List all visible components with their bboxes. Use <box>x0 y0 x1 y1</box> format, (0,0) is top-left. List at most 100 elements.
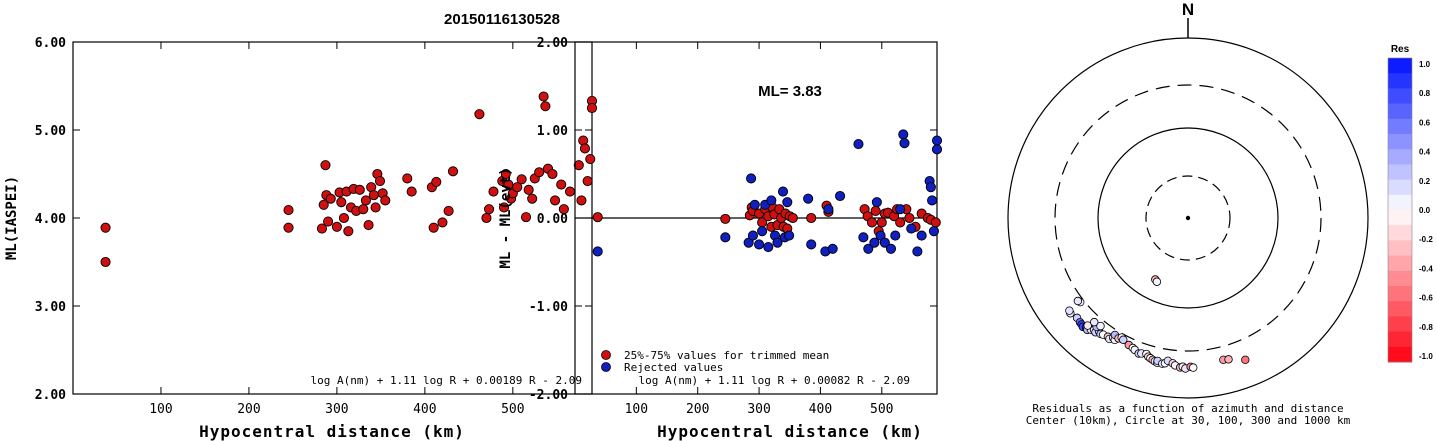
data-point <box>558 204 569 215</box>
legend-marker-kept <box>601 350 611 360</box>
data-point <box>931 144 943 155</box>
station-point <box>1083 321 1092 330</box>
data-point <box>370 202 381 213</box>
data-point <box>512 182 523 193</box>
data-point <box>835 190 846 202</box>
station-point <box>1152 277 1162 286</box>
colorbar-tick-label: -0.8 <box>1419 323 1433 332</box>
data-point <box>879 237 890 248</box>
data-point <box>360 195 371 206</box>
data-point <box>316 223 327 234</box>
colorbar-tick-label: -0.2 <box>1419 235 1433 244</box>
legend-label-rejected: Rejected values <box>624 361 723 374</box>
caption-line-1: Residuals as a function of azimuth and d… <box>1032 402 1343 415</box>
caption-line-2: Center (10km), Circle at 30, 100, 300 an… <box>1026 414 1351 427</box>
x-tick-label: 100 <box>149 402 172 417</box>
data-point <box>547 168 558 180</box>
data-point <box>870 205 881 217</box>
data-point <box>863 243 874 254</box>
data-point <box>406 186 417 197</box>
station-point <box>1241 355 1250 365</box>
data-point <box>899 138 910 149</box>
data-point <box>757 226 768 237</box>
data-point <box>592 212 603 223</box>
data-point <box>283 222 294 233</box>
residual-colorbar: Res 1.0 0.8 0.6 0.4 0.2 0.0 -0.2 -0.4 -0.6 -0.8 -1… <box>1387 44 1433 363</box>
data-point <box>564 186 576 197</box>
colorbar-tick-label: 0.2 <box>1419 177 1431 186</box>
data-point <box>579 143 591 154</box>
x-tick-labels: 100 200 300 400 500 <box>625 42 894 417</box>
data-point <box>930 217 941 228</box>
data-point <box>550 195 561 206</box>
colorbar-cell <box>1388 103 1412 120</box>
station-points <box>1065 275 1250 373</box>
data-point <box>772 237 783 248</box>
data-point <box>443 205 454 217</box>
data-point <box>498 202 510 213</box>
station-point <box>1096 321 1105 331</box>
data-point <box>925 182 936 193</box>
y-tick-label: 0.00 <box>537 212 568 227</box>
data-point <box>516 174 527 185</box>
data-point <box>320 160 331 171</box>
colorbar-tick-label: 1.0 <box>1419 60 1431 69</box>
azimuth-distance-plot: N Residuals as a function of azimuth and… <box>1007 0 1369 427</box>
colorbar-frame <box>1387 57 1413 363</box>
data-point <box>325 193 336 204</box>
colorbar-cell <box>1388 270 1412 287</box>
north-label: N <box>1182 0 1194 19</box>
y-tick-labels: 2.00 3.00 4.00 5.00 6.00 <box>35 36 592 403</box>
data-point <box>523 184 534 195</box>
x-tick-label: 100 <box>625 402 648 417</box>
station-point <box>1090 317 1099 327</box>
legend-marker-rejected <box>601 362 611 372</box>
station-point <box>1065 306 1074 315</box>
data-point <box>481 212 492 224</box>
colorbar-cell <box>1388 118 1412 135</box>
data-point <box>363 219 374 231</box>
colorbar-cell <box>1388 164 1412 181</box>
y-tick-label: -2.00 <box>529 388 568 403</box>
data-point <box>500 168 511 180</box>
data-point <box>428 222 439 233</box>
colorbar-tick-label: 0.6 <box>1419 118 1431 127</box>
x-tick-label: 400 <box>809 402 832 417</box>
data-point <box>331 221 342 232</box>
data-point <box>488 186 499 197</box>
data-point <box>827 243 838 254</box>
data-point <box>447 166 459 177</box>
station-point <box>1073 296 1083 306</box>
data-point <box>100 222 111 233</box>
data-point <box>763 241 774 253</box>
data-point <box>746 173 757 184</box>
x-tick-label: 400 <box>413 402 436 417</box>
data-point <box>858 232 869 243</box>
data-point <box>787 212 798 224</box>
data-point <box>374 175 386 187</box>
colorbar-cell <box>1388 88 1412 105</box>
data-point <box>927 195 938 206</box>
data-point <box>576 195 587 206</box>
data-point <box>904 212 915 224</box>
legend-label-kept: 25%-75% values for trimmed mean <box>624 349 829 362</box>
data-point <box>402 173 413 184</box>
colorbar-cell <box>1388 331 1412 348</box>
data-point <box>318 199 329 210</box>
colorbar-tick-label: 0.0 <box>1419 206 1431 215</box>
colorbar-cells <box>1388 58 1412 363</box>
data-point <box>520 212 532 223</box>
data-point <box>283 205 294 216</box>
colorbar-tick-label: 0.4 <box>1419 148 1431 157</box>
plot-frame <box>72 41 593 395</box>
station-point <box>1224 355 1233 364</box>
y-tick-label: 1.00 <box>537 124 568 139</box>
data-point <box>784 230 795 241</box>
colorbar-cell <box>1388 316 1412 333</box>
x-axis-label: Hypocentral distance (km) <box>657 422 923 441</box>
data-point <box>484 204 495 215</box>
y-tick-label: 2.00 <box>537 36 568 51</box>
x-tick-labels: 100 200 300 400 500 <box>149 42 525 417</box>
colorbar-tick-labels: 1.0 0.8 0.6 0.4 0.2 0.0 -0.2 -0.4 -0.6 -0.8 -1.0 <box>1419 60 1433 361</box>
